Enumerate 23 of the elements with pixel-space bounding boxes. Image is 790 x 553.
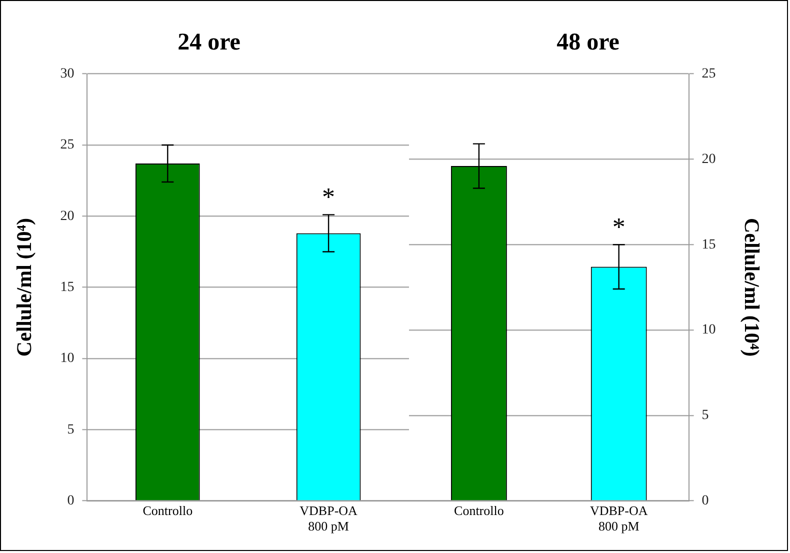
y2-tick-label: 10 xyxy=(702,322,716,338)
y2-tick-label: 0 xyxy=(702,493,709,508)
y2-tick-label: 5 xyxy=(702,408,709,424)
y2-tick-label: 25 xyxy=(702,66,716,82)
y2-tick-label: 15 xyxy=(702,237,716,252)
y-tick-label: 20 xyxy=(60,208,74,224)
x-tick-label: Controllo xyxy=(454,503,504,518)
annotation: * xyxy=(612,212,626,242)
y2-axis-title: Cellule/ml (10⁴) xyxy=(740,218,764,357)
x-tick-label: VDBP-OA 800 pM xyxy=(590,503,648,534)
chart-title: 24 ore xyxy=(178,30,241,56)
chart-title: 48 ore xyxy=(556,30,620,56)
y-tick-label: 30 xyxy=(60,66,74,82)
y-tick-label: 25 xyxy=(60,138,74,153)
y-tick-label: 5 xyxy=(67,422,74,438)
y-tick-label: 0 xyxy=(67,493,74,508)
annotation: * xyxy=(322,182,336,212)
x-tick-label: VDBP-OA 800 pM xyxy=(300,503,358,534)
y-axis-title: Cellule/ml (10⁴) xyxy=(12,218,36,357)
x-tick-label: Controllo xyxy=(142,503,193,518)
y2-tick-label: 20 xyxy=(702,152,716,167)
y-tick-label: 15 xyxy=(60,280,74,295)
y-tick-label: 10 xyxy=(60,351,74,366)
